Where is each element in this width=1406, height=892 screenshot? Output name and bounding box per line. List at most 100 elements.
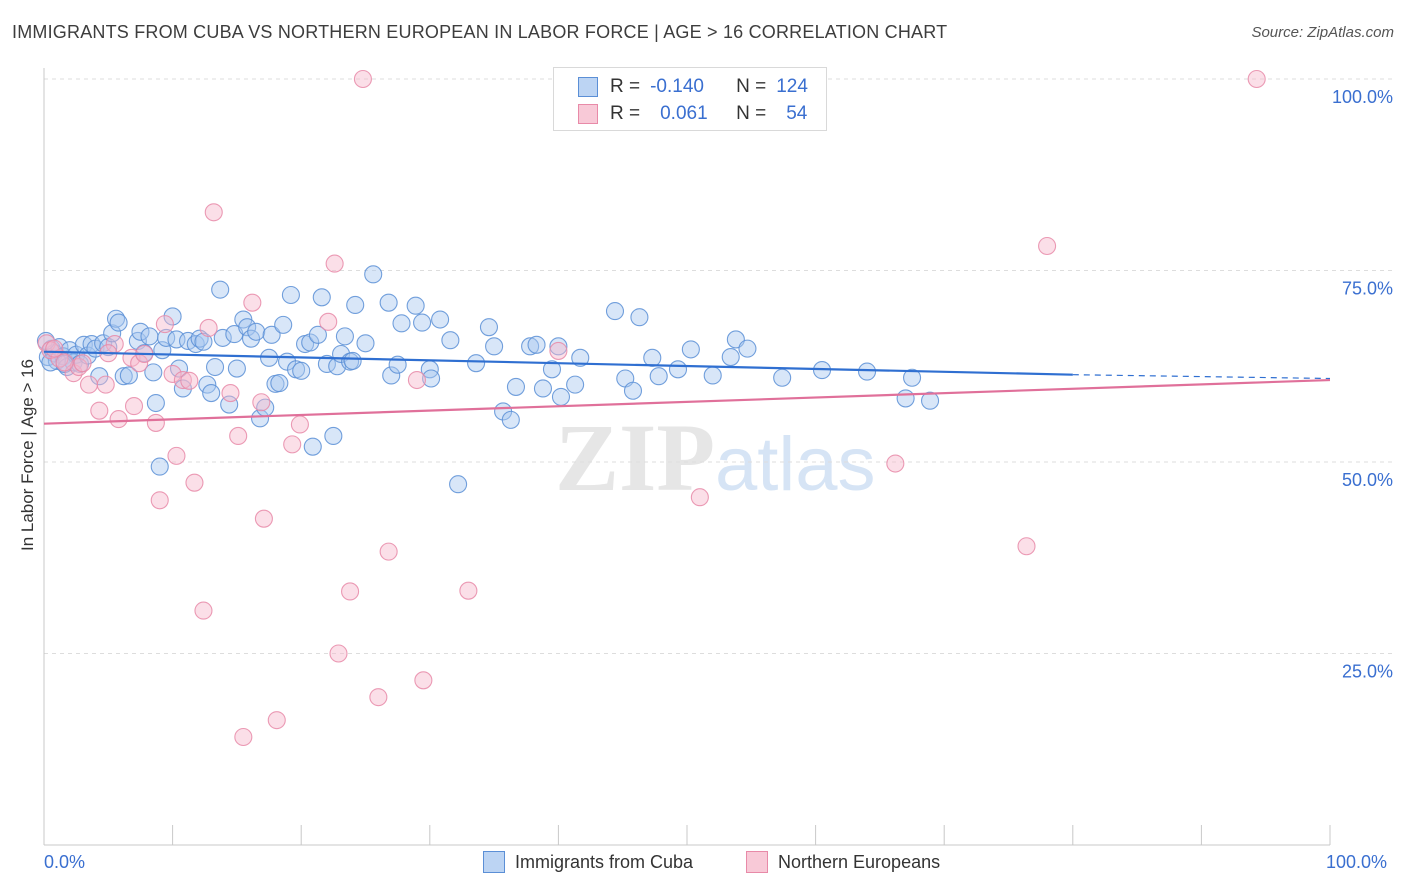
data-point-cuba <box>605 302 625 321</box>
data-point-cuba <box>406 296 425 315</box>
data-point-cuba <box>270 374 289 393</box>
data-point-northern <box>267 711 286 730</box>
n-value-northern: 54 <box>786 103 808 124</box>
data-point-cuba <box>681 340 700 359</box>
data-point-cuba <box>738 339 757 358</box>
data-point-cuba <box>571 348 590 367</box>
data-point-northern <box>1017 537 1036 556</box>
data-point-northern <box>79 375 99 394</box>
data-point-cuba <box>335 327 354 346</box>
data-point-northern <box>229 426 248 446</box>
x-tick-min: 0.0% <box>44 852 86 872</box>
data-point-cuba <box>346 295 365 315</box>
data-point-cuba <box>146 393 165 413</box>
data-point-cuba <box>467 354 486 373</box>
data-point-cuba <box>521 337 540 356</box>
data-point-cuba <box>623 381 643 400</box>
data-point-cuba <box>501 410 520 429</box>
data-point-cuba <box>119 366 138 385</box>
data-point-cuba <box>250 409 270 428</box>
r-value-northern: 0.061 <box>660 103 708 124</box>
data-point-cuba <box>721 348 740 367</box>
data-point-cuba <box>549 337 568 356</box>
data-point-northern <box>180 371 199 390</box>
data-point-cuba <box>140 327 159 346</box>
data-point-northern <box>353 69 372 89</box>
data-point-cuba <box>274 315 293 334</box>
data-point-northern <box>221 384 240 403</box>
data-point-northern <box>55 353 74 372</box>
data-point-cuba <box>194 332 213 351</box>
watermark-zip: ZIP <box>555 404 715 511</box>
data-point-northern <box>234 727 253 747</box>
trend-line-northern <box>43 378 1331 425</box>
stats-legend: R = -0.140 N = 124 R = 0.061 N = 54 <box>553 67 827 131</box>
n-label: N = <box>736 103 767 124</box>
data-point-cuba <box>213 328 232 347</box>
data-point-cuba <box>533 379 553 398</box>
y-tick-label: 75.0% <box>1342 279 1393 299</box>
data-point-cuba <box>202 384 221 403</box>
data-point-cuba <box>485 337 504 356</box>
data-point-cuba <box>479 318 499 337</box>
r-label: R = <box>610 103 641 124</box>
data-point-cuba <box>542 360 562 379</box>
data-point-cuba <box>292 361 311 380</box>
data-point-cuba <box>773 368 792 387</box>
data-point-cuba <box>506 377 526 396</box>
data-point-cuba <box>150 457 169 476</box>
data-point-northern <box>319 312 338 331</box>
stats-row-northern: R = 0.061 N = 54 <box>554 100 807 128</box>
data-point-northern <box>204 203 223 222</box>
data-point-cuba <box>527 335 546 354</box>
data-point-northern <box>124 397 144 416</box>
data-point-northern <box>290 415 309 434</box>
data-point-cuba <box>114 367 133 386</box>
data-point-cuba <box>109 313 128 332</box>
n-label: N = <box>736 76 767 97</box>
stats-row-cuba: R = -0.140 N = 124 <box>554 73 808 101</box>
data-point-cuba <box>392 314 411 333</box>
data-point-northern <box>886 454 905 473</box>
data-point-northern <box>329 644 348 663</box>
data-point-cuba <box>343 351 362 370</box>
data-point-cuba <box>630 308 649 327</box>
legend-swatch-pink <box>578 104 598 124</box>
n-value-cuba: 124 <box>776 76 808 97</box>
data-point-cuba <box>303 437 322 456</box>
data-point-northern <box>243 293 262 312</box>
legend-item-cuba: Immigrants from Cuba <box>483 851 693 873</box>
data-point-cuba <box>566 375 585 394</box>
data-point-cuba <box>144 363 163 382</box>
data-point-cuba <box>413 313 432 332</box>
data-point-northern <box>341 582 360 601</box>
data-point-northern <box>194 601 213 620</box>
data-point-cuba <box>238 318 257 337</box>
data-point-northern <box>199 318 218 338</box>
data-point-northern <box>73 354 92 373</box>
data-point-cuba <box>167 330 186 349</box>
data-point-cuba <box>227 359 246 378</box>
legend-swatch-pink <box>746 851 768 873</box>
r-value-cuba: -0.140 <box>650 76 704 97</box>
data-point-cuba <box>41 353 60 372</box>
data-point-northern <box>254 509 273 528</box>
data-point-northern <box>150 491 169 510</box>
data-point-cuba <box>247 322 266 341</box>
data-point-cuba <box>301 333 320 352</box>
data-point-cuba <box>643 348 662 367</box>
data-point-northern <box>109 410 128 429</box>
legend-item-northern: Northern Europeans <box>746 851 940 873</box>
data-point-northern <box>1247 69 1266 89</box>
data-point-cuba <box>649 367 668 386</box>
data-point-northern <box>1038 236 1057 256</box>
data-point-northern <box>459 581 478 600</box>
trend-line-cuba <box>43 350 1073 376</box>
data-point-cuba <box>921 391 940 410</box>
x-tick-max: 100.0% <box>1326 852 1388 872</box>
data-point-northern <box>163 364 182 383</box>
data-point-northern <box>414 671 433 690</box>
legend-swatch-blue <box>483 851 505 873</box>
data-point-northern <box>185 473 204 492</box>
